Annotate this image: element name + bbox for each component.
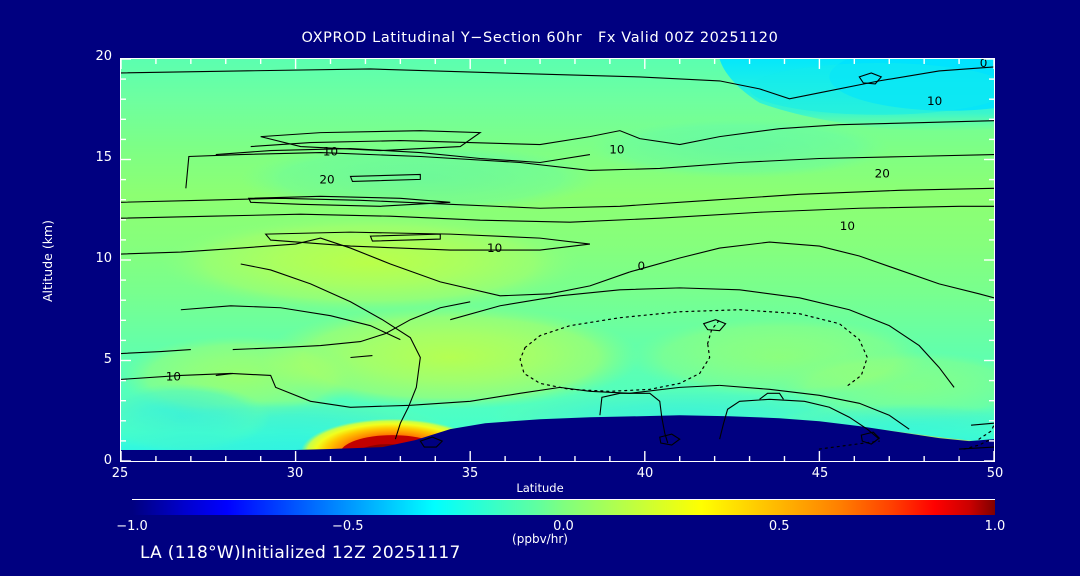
y-tick-15: 15 [95,150,112,165]
contour-field: 10 20 10 10 10 0 0 10 20 10 [121,59,994,461]
contour-label: 10 [487,241,502,255]
contour-label: 10 [609,142,624,156]
colorbar-tick-0.5: 0.5 [768,519,790,534]
colorbar [132,499,995,515]
contour-lines [121,66,994,450]
contour-label: 10 [166,370,181,384]
axis-ticks [121,59,994,461]
contour-label: 20 [875,167,890,181]
y-tick-10: 10 [95,251,112,266]
negative-contour-lines [519,309,994,450]
colorbar-tick-0.0: 0.0 [553,519,574,534]
x-axis-label: Latitude [516,481,564,495]
footer-caption: LA (118°W)Initialized 12Z 20251117 [140,543,461,563]
colorbar-tick-−0.5: −0.5 [331,519,364,534]
terrain-mask [121,415,994,461]
contour-label: 0 [980,59,988,70]
colorbar-tick-−1.0: −1.0 [116,519,148,534]
x-tick-35: 35 [461,466,479,481]
colorbar-tick-1.0: 1.0 [984,519,1006,534]
x-tick-50: 50 [986,466,1004,481]
x-tick-30: 30 [286,466,304,481]
plot-area: 10 20 10 10 10 0 0 10 20 10 [120,58,995,462]
contour-label: 0 [637,259,645,273]
y-tick-5: 5 [103,352,112,367]
x-tick-45: 45 [811,466,829,481]
contour-label: 10 [840,219,855,233]
contour-label: 20 [319,173,334,187]
contour-label: 10 [323,144,338,158]
y-axis-label: Altitude (km) [40,220,55,302]
y-tick-0: 0 [103,453,112,468]
x-tick-25: 25 [111,466,129,481]
colorbar-gradient [132,499,995,515]
x-tick-40: 40 [636,466,654,481]
contour-labels: 10 20 10 10 10 0 0 10 20 10 [166,59,988,384]
chart-title: OXPROD Latitudinal Y−Section 60hr Fx Val… [301,30,779,46]
y-tick-20: 20 [95,49,112,64]
contour-label: 10 [927,94,942,108]
colorbar-unit-label: (ppbv/hr) [512,532,568,546]
